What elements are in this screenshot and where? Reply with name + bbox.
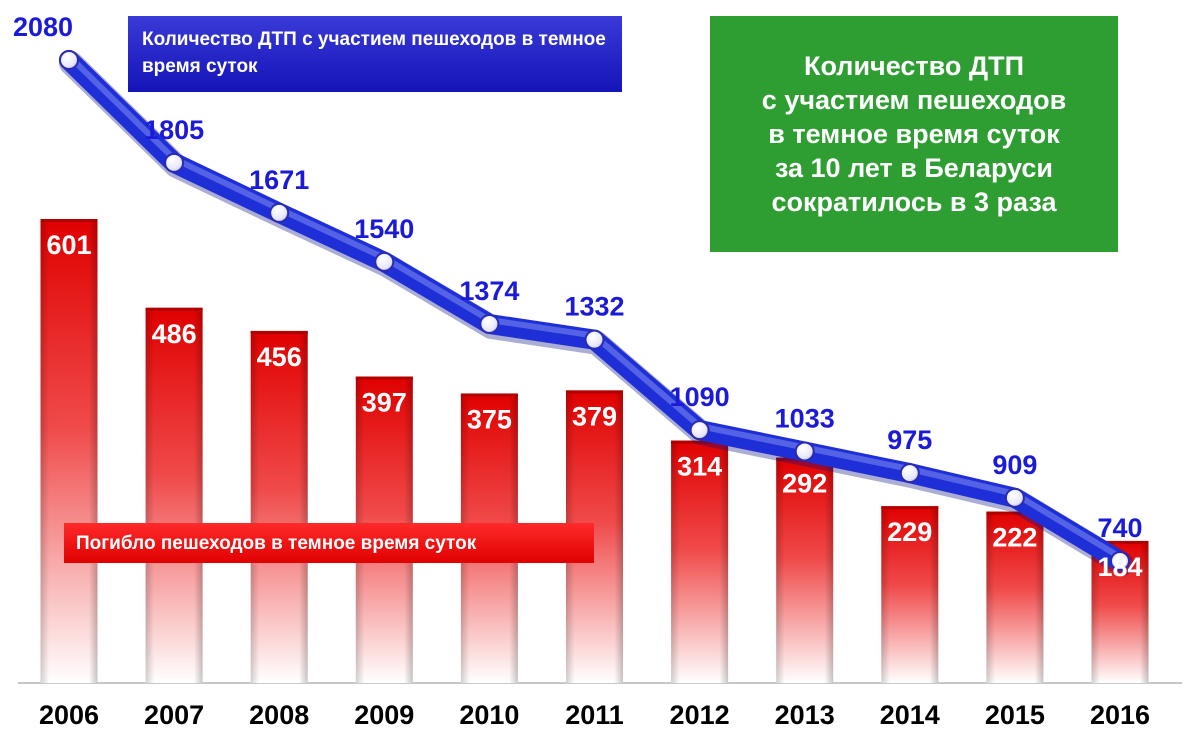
- line-point: [1110, 551, 1130, 571]
- line-value-label: 1332: [564, 292, 624, 322]
- bar-top: [671, 440, 729, 444]
- x-tick-label: 2015: [985, 700, 1045, 730]
- bar-value-label: 486: [152, 319, 197, 349]
- x-tick-label: 2008: [249, 700, 309, 730]
- bar-top: [355, 376, 413, 380]
- bar-value-label: 456: [257, 342, 302, 372]
- line-layer: [59, 50, 1134, 576]
- x-tick-label: 2011: [565, 700, 624, 730]
- line-point: [59, 50, 79, 70]
- line-value-label: 1805: [144, 115, 204, 145]
- headline-line: сократилось в 3 раза: [771, 187, 1057, 217]
- bar-shade: [145, 307, 203, 683]
- line-value-label: 909: [992, 450, 1037, 480]
- bar-shade: [776, 457, 834, 683]
- x-tick-label: 2013: [775, 700, 835, 730]
- bar-top: [40, 219, 98, 222]
- bar-value-label: 601: [46, 230, 91, 260]
- line-value-label: 2080: [13, 12, 73, 42]
- bar-value-label: 184: [1097, 552, 1142, 582]
- headline-line: с участием пешеходов: [761, 85, 1067, 115]
- line-value-label: 1671: [249, 165, 309, 195]
- line-point: [689, 420, 710, 441]
- x-tick-label: 2009: [354, 700, 414, 730]
- bar-value-label: 375: [467, 404, 512, 434]
- bars-layer: [40, 219, 1149, 683]
- line-point: [374, 251, 395, 272]
- bar-value-label: 314: [677, 452, 722, 482]
- bar-top: [566, 390, 623, 394]
- headline-text: Количество ДТП с участием пешеходов в те…: [762, 49, 1066, 219]
- x-tick-label: 2016: [1090, 700, 1150, 730]
- headline-line: в темное время суток: [768, 119, 1060, 149]
- line-point: [794, 441, 815, 462]
- line-point: [584, 329, 605, 350]
- bar-series-legend-text: Погибло пешеходов в темное время суток: [76, 533, 477, 554]
- line-value-label: 740: [1097, 513, 1142, 543]
- bar-value-label: 379: [572, 401, 617, 431]
- line-value-label: 1374: [459, 276, 519, 306]
- line-value-label: 1540: [354, 214, 414, 244]
- line-point: [1004, 487, 1025, 508]
- bar-top: [250, 330, 308, 334]
- bar-series-legend: Погибло пешеходов в темное время суток: [64, 523, 594, 563]
- bar-top: [1091, 540, 1149, 544]
- line-series-legend-text: Количество ДТП с участием пешеходов в те…: [142, 29, 606, 77]
- labels-layer: 601 486 456 397 375 379 314 292 229 222 184 2080 180…: [13, 12, 1150, 730]
- line-value-label: 975: [887, 425, 932, 455]
- bar-value-label: 397: [362, 387, 407, 417]
- headline-line: Количество ДТП: [804, 51, 1024, 81]
- bar-value-label: 222: [992, 523, 1037, 553]
- bar-shade: [250, 330, 308, 683]
- bar-top: [986, 511, 1044, 515]
- line-point: [164, 152, 185, 173]
- line-point: [899, 463, 920, 484]
- line-point: [269, 202, 290, 223]
- headline-box: Количество ДТП с участием пешеходов в те…: [710, 16, 1118, 252]
- x-tick-label: 2007: [144, 700, 204, 730]
- bar-shade: [40, 219, 98, 683]
- bar-shade: [986, 511, 1044, 683]
- x-tick-label: 2012: [670, 700, 730, 730]
- line-point: [479, 313, 500, 334]
- bar-top: [145, 307, 203, 311]
- x-tick-label: 2014: [880, 700, 940, 730]
- bar-top: [460, 393, 518, 397]
- x-tick-label: 2006: [39, 700, 99, 730]
- bar-value-label: 292: [782, 469, 827, 499]
- line-series-legend: Количество ДТП с участием пешеходов в те…: [128, 16, 622, 92]
- bar-value-label: 229: [887, 517, 932, 547]
- bar-top: [881, 506, 939, 510]
- line-value-label: 1033: [775, 403, 835, 433]
- x-tick-label: 2010: [459, 700, 519, 730]
- headline-line: за 10 лет в Беларуси: [774, 153, 1054, 183]
- bar-shade: [881, 506, 939, 683]
- line-value-label: 1090: [670, 382, 730, 412]
- bar-shade: [671, 440, 729, 683]
